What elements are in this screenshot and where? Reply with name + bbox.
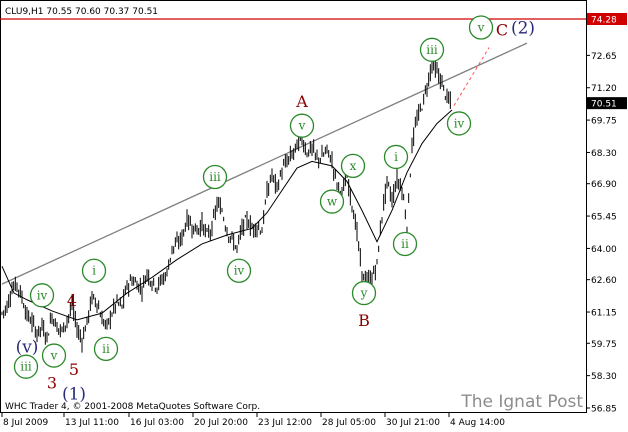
x-tick-label: 23 Jul 12:00: [258, 418, 312, 428]
wave-label-text: iv: [234, 264, 245, 278]
projection-line: [453, 47, 490, 106]
wave-label-text: ii: [401, 237, 409, 251]
y-tick-label: 61.15: [591, 309, 617, 319]
wave-label-text: i: [394, 150, 398, 164]
wave-label-circle: [41, 343, 67, 368]
wave-label-circle: [289, 113, 315, 138]
wave-label: v: [468, 15, 494, 40]
wave-label: v: [289, 113, 315, 138]
x-tick-label: 13 Jul 11:00: [65, 418, 119, 428]
wave-label: x: [340, 153, 366, 179]
wave-label-text: v: [477, 20, 485, 34]
wave-label-text: 3: [47, 373, 57, 392]
wave-label: iii: [202, 164, 228, 190]
wave-label: iv: [29, 283, 55, 308]
x-tick-label: 8 Jul 2009: [3, 418, 48, 428]
wave-label-circle: [351, 280, 377, 306]
wave-label-circle: [383, 144, 409, 170]
current-price-tag: [587, 97, 627, 110]
wave-label-text: 4: [67, 291, 77, 310]
y-tick-label: 69.75: [591, 117, 617, 127]
wave-label-circle: [29, 283, 55, 308]
wave-label-text: C: [496, 21, 508, 40]
wave-label: y: [351, 280, 377, 306]
wave-label-text: v: [298, 119, 306, 133]
y-tick-label: 62.60: [591, 276, 617, 286]
wave-label-text: 5: [69, 360, 79, 379]
wave-label-text: iii: [209, 170, 221, 184]
x-tick-label: 20 Jul 20:00: [194, 418, 248, 428]
header-symbol: CLU9,H1: [5, 7, 46, 17]
wave-label-circle: [93, 336, 119, 362]
wave-label: i: [81, 258, 107, 283]
wave-label-text: iv: [454, 116, 465, 130]
wave-label-circle: [319, 189, 345, 214]
wave-label-text: (v): [16, 338, 39, 358]
wave-label-text: iii: [426, 43, 438, 57]
y-tick-label: 65.45: [591, 213, 617, 223]
chart-frame: [0, 0, 587, 413]
wave-label-text: i: [92, 264, 96, 278]
wave-label-text: x: [350, 159, 357, 173]
wave-label-text: (2): [511, 18, 535, 38]
wave-label-text: iv: [37, 288, 48, 302]
x-tick-label: 28 Jul 05:00: [322, 418, 376, 428]
wave-label: ii: [392, 231, 418, 257]
wave-label: iv: [226, 258, 252, 283]
wave-label-text: iii: [20, 360, 32, 374]
y-tick-label: 68.30: [591, 149, 617, 159]
wave-label-circle: [13, 354, 39, 379]
wave-label: ii: [93, 336, 119, 362]
wave-label-text: A: [295, 92, 308, 111]
watermark-text: The Ignat Post: [460, 392, 583, 412]
wave-label-text: w: [327, 195, 338, 209]
wave-label: w: [319, 189, 345, 214]
wave-label-text: B: [358, 311, 370, 330]
wave-label-circle: [446, 111, 472, 136]
wave-label-circle: [468, 15, 494, 40]
copyright-text: WHC Trader 4, © 2001-2008 MetaQuotes Sof…: [5, 402, 260, 412]
moving-average-line: [1, 109, 453, 321]
wave-label: iv: [446, 111, 472, 136]
wave-label: i: [383, 144, 409, 170]
wave-label: iii: [419, 37, 445, 62]
x-tick-label: 16 Jul 03:00: [130, 418, 184, 428]
y-tick-label: 70.51: [591, 100, 617, 110]
wave-label-circle: [340, 153, 366, 179]
wave-label-text: v: [50, 349, 58, 363]
y-tick-label: 64.00: [591, 245, 617, 255]
y-tick-label: 72.65: [591, 52, 617, 62]
wave-label-circle: [81, 258, 107, 283]
wave-label-text: y: [360, 286, 368, 300]
wave-label-circle: [226, 258, 252, 283]
wave-label: v: [41, 343, 67, 368]
y-tick-label: 59.75: [591, 340, 617, 350]
chart-header: CLU9,H1 70.55 70.60 70.37 70.51: [5, 7, 158, 17]
trendline: [1, 42, 528, 285]
resistance-price-tag: [587, 13, 627, 25]
wave-label-text: ii: [102, 342, 110, 356]
x-tick-label: 30 Jul 21:00: [386, 418, 440, 428]
wave-label-circle: [419, 37, 445, 62]
y-tick-label: 58.30: [591, 372, 617, 382]
y-tick-label: 66.90: [591, 180, 617, 190]
wave-label-text: (1): [62, 384, 86, 404]
y-tick-label: 56.85: [591, 405, 617, 415]
y-tick-label: 74.28: [591, 16, 617, 26]
wave-label-circle: [392, 231, 418, 257]
x-tick-label: 4 Aug 14:00: [450, 418, 505, 428]
y-tick-label: 71.20: [591, 84, 617, 94]
header-ohlc: 70.55 70.60 70.37 70.51: [46, 7, 158, 17]
wave-label-circle: [202, 164, 228, 190]
wave-label: iii: [13, 354, 39, 379]
